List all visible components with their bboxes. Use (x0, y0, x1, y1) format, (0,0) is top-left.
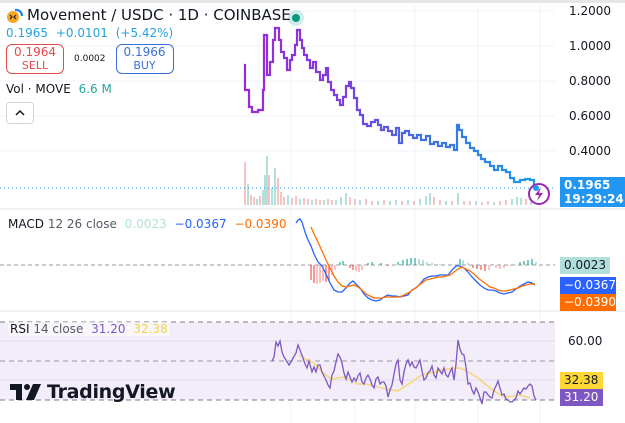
price-axis-tick: 1.2000 (569, 4, 611, 18)
current-price-tag-value: 0.1965 (564, 178, 611, 192)
volume-label: Vol · MOVE (6, 82, 71, 96)
macd-name: MACD (8, 217, 44, 231)
price-axis-tick: 0.6000 (569, 109, 611, 123)
collapse-legend-button[interactable] (6, 102, 34, 124)
price-axis-tick: 0.8000 (569, 74, 611, 88)
macd-signal-value: −0.0390 (234, 217, 287, 231)
sell-button[interactable]: 0.1964 SELL (6, 44, 64, 74)
buy-price: 0.1966 (123, 45, 166, 59)
symbol-logo-icon (6, 7, 24, 24)
event-marker-icon[interactable] (292, 14, 300, 22)
macd-histogram-tag: 0.0023 (560, 257, 610, 274)
rsi-legend[interactable]: RSI 14 close 31.20 32.38 (8, 322, 170, 336)
macd-legend[interactable]: MACD 12 26 close 0.0023 −0.0367 −0.0390 (8, 217, 286, 231)
macd-params: 12 26 close (47, 217, 117, 231)
main-legend: Movement / USDC · 1D · COINBASE 0.1965 +… (6, 6, 291, 124)
rsi-axis-tick: 60.00 (568, 334, 603, 348)
rsi-ma-line (298, 354, 531, 399)
tradingview-logo-text: TradingView (47, 381, 176, 403)
price-change-percent: (+5.42%) (115, 26, 174, 40)
rsi-name: RSI (10, 322, 30, 336)
macd-histogram (310, 258, 537, 284)
current-price-tag: 0.1965 19:29:24 (560, 177, 625, 207)
price-change-row: 0.1965 +0.0101 (+5.42%) (6, 26, 291, 40)
price-axis-tick: 0.4000 (569, 144, 611, 158)
volume-legend[interactable]: Vol · MOVE 6.6 M (6, 82, 291, 96)
rsi-ma-value: 32.38 (133, 322, 168, 336)
tradingview-logo-icon (10, 384, 41, 400)
macd-signal-tag: −0.0390 (560, 294, 616, 311)
volume-bars (244, 156, 532, 205)
lightning-icon[interactable] (528, 183, 550, 205)
spread-value: 0.0002 (74, 54, 106, 64)
buy-label: BUY (133, 59, 156, 72)
symbol-title: Movement / USDC · 1D · COINBASE (27, 6, 291, 24)
sell-price: 0.1964 (14, 45, 56, 59)
tradingview-logo[interactable]: TradingView (10, 381, 176, 403)
macd-signal-line (310, 226, 535, 299)
rsi-ma-tag: 32.38 (560, 372, 603, 389)
sell-label: SELL (21, 59, 49, 72)
symbol-title-row[interactable]: Movement / USDC · 1D · COINBASE (6, 6, 291, 24)
trade-buttons: 0.1964 SELL 0.0002 0.1966 BUY (6, 44, 291, 74)
price-change: +0.0101 (55, 26, 108, 40)
rsi-value-tag: 31.20 (560, 389, 603, 406)
last-price: 0.1965 (6, 26, 48, 40)
buy-button[interactable]: 0.1966 BUY (115, 44, 174, 74)
macd-histogram-value: 0.0023 (124, 217, 167, 231)
price-line (243, 26, 537, 190)
macd-value-tag: −0.0367 (560, 277, 616, 294)
rsi-params: 14 close (33, 322, 84, 336)
rsi-value: 31.20 (91, 322, 126, 336)
bar-countdown: 19:29:24 (564, 192, 624, 206)
price-axis-tick: 1.0000 (569, 39, 611, 53)
top-border (0, 0, 625, 3)
macd-value: −0.0367 (174, 217, 227, 231)
rsi-line (271, 338, 537, 405)
volume-value: 6.6 M (78, 82, 112, 96)
chevron-up-icon (15, 110, 25, 116)
price-gridlines (0, 10, 555, 152)
